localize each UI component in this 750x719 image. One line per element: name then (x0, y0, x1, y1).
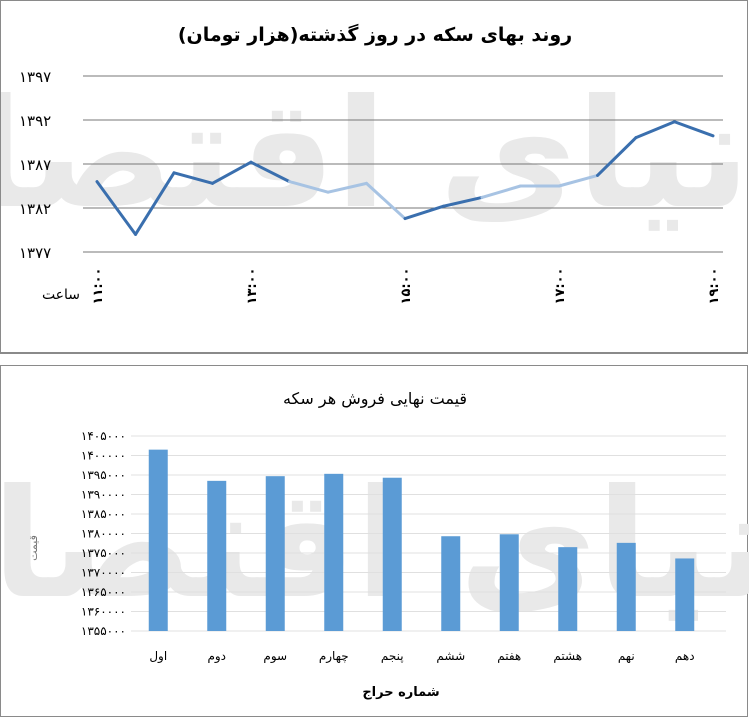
bar-x-tick-label: چهارم (319, 649, 349, 664)
bar (265, 476, 285, 631)
line-series-segment (326, 181, 368, 194)
line-series-segment (249, 160, 291, 184)
bar (207, 480, 227, 631)
line-x-tick-label: ۱۹:۰۰ (707, 268, 722, 305)
line-series-group (95, 120, 715, 236)
line-series-segment (596, 136, 638, 177)
line-chart-panel: دنیای اقتصاد روند بهای سکه در روز گذشته(… (0, 0, 749, 354)
line-series-segment (442, 195, 484, 208)
bar (441, 536, 461, 631)
line-series-segment (95, 180, 137, 236)
bar-y-tick-label: ۱۳۸۵۰۰۰ (81, 507, 126, 521)
bar-x-tick-label: دهم (675, 649, 695, 663)
bar-y-tick-label: ۱۳۹۵۰۰۰ (81, 468, 126, 482)
bar (499, 534, 519, 631)
bar (616, 542, 636, 631)
line-series-segment (172, 171, 214, 185)
bar-y-tick-label: ۱۳۹۰۰۰۰ (81, 488, 126, 502)
bar-y-tick-label: ۱۳۸۰۰۰۰ (81, 527, 126, 541)
bar (324, 473, 344, 631)
line-y-axis: ۱۳۹۷ ۱۳۹۲ ۱۳۸۷ ۱۳۸۲ ۱۳۷۷ (19, 68, 51, 262)
bar-chart-title: قیمت نهایی فروش هر سکه (283, 389, 467, 409)
line-y-tick-label: ۱۳۹۲ (19, 112, 51, 130)
line-series-segment (134, 171, 176, 236)
line-series-segment (480, 184, 522, 199)
line-y-tick-label: ۱۳۹۷ (19, 68, 51, 86)
line-x-tick-label: ۱۱:۰۰ (91, 268, 106, 305)
bar (382, 477, 402, 631)
bar-chart: دنیای اقتصاد قیمت نهایی فروش هر سکه ۱۴۰۵… (1, 389, 749, 700)
line-series-segment (403, 204, 445, 221)
bar-y-axis-title: قیمت (27, 535, 40, 561)
line-chart: دنیای اقتصاد روند بهای سکه در روز گذشته(… (1, 23, 749, 305)
bar (675, 558, 695, 631)
bar-x-tick-label: ششم (436, 649, 465, 663)
bar-x-tick-label: اول (149, 649, 167, 664)
bar-x-tick-label: هفتم (497, 649, 521, 663)
line-series-segment (634, 120, 676, 140)
bar-x-tick-label: دوم (207, 649, 226, 664)
line-y-tick-label: ۱۳۸۷ (19, 156, 51, 174)
bar-x-tick-label: سوم (263, 649, 287, 664)
line-grid (83, 75, 723, 253)
bar-y-tick-label: ۱۳۶۵۰۰۰ (81, 585, 126, 599)
line-series-segment (211, 160, 253, 185)
line-x-tick-label: ۱۳:۰۰ (245, 268, 260, 305)
bar-x-axis: اول دوم سوم چهارم پنجم ششم هفتم هشتم نهم دهم (149, 649, 694, 664)
watermark-line: دنیای اقتصاد (1, 68, 749, 242)
line-y-tick-label: ۱۳۸۲ (19, 200, 51, 218)
line-series-segment (673, 120, 715, 138)
bar-chart-panel: دنیای اقتصاد قیمت نهایی فروش هر سکه ۱۴۰۵… (0, 365, 749, 717)
bar-y-tick-label: ۱۳۷۰۰۰۰ (81, 566, 126, 580)
bar-x-tick-label: نهم (618, 649, 635, 663)
line-x-tick-label: ۱۵:۰۰ (399, 268, 414, 305)
bar-x-axis-title: شماره حراج (362, 685, 439, 700)
line-y-tick-label: ۱۳۷۷ (19, 244, 51, 262)
bar (148, 449, 168, 631)
line-series-segment (557, 173, 599, 188)
line-chart-title: روند بهای سکه در روز گذشته(هزار تومان) (178, 23, 572, 46)
bar-y-tick-label: ۱۳۷۵۰۰۰ (81, 546, 126, 560)
bar-y-tick-label: ۱۴۰۰۰۰۰ (81, 449, 126, 463)
bar-x-tick-label: هشتم (553, 649, 582, 663)
line-series-segment (365, 181, 407, 221)
bar-y-tick-label: ۱۳۶۰۰۰۰ (81, 605, 126, 619)
bar-y-tick-label: ۱۳۵۵۰۰۰ (81, 624, 126, 638)
line-x-tick-label: ۱۷:۰۰ (553, 268, 568, 305)
bar-y-tick-label: ۱۴۰۵۰۰۰ (81, 429, 126, 443)
line-series-segment (288, 180, 330, 194)
bar (558, 547, 578, 631)
bar-x-tick-label: پنجم (381, 649, 404, 663)
bar-series-group (148, 449, 695, 631)
line-x-axis: ۱۱:۰۰ ۱۳:۰۰ ۱۵:۰۰ ۱۷:۰۰ ۱۹:۰۰ (91, 268, 722, 305)
bar-y-axis: ۱۴۰۵۰۰۰ ۱۴۰۰۰۰۰ ۱۳۹۵۰۰۰ ۱۳۹۰۰۰۰ ۱۳۸۵۰۰۰ ۱۳۸۰۰… (81, 429, 126, 638)
line-x-axis-title: ساعت (42, 287, 80, 303)
